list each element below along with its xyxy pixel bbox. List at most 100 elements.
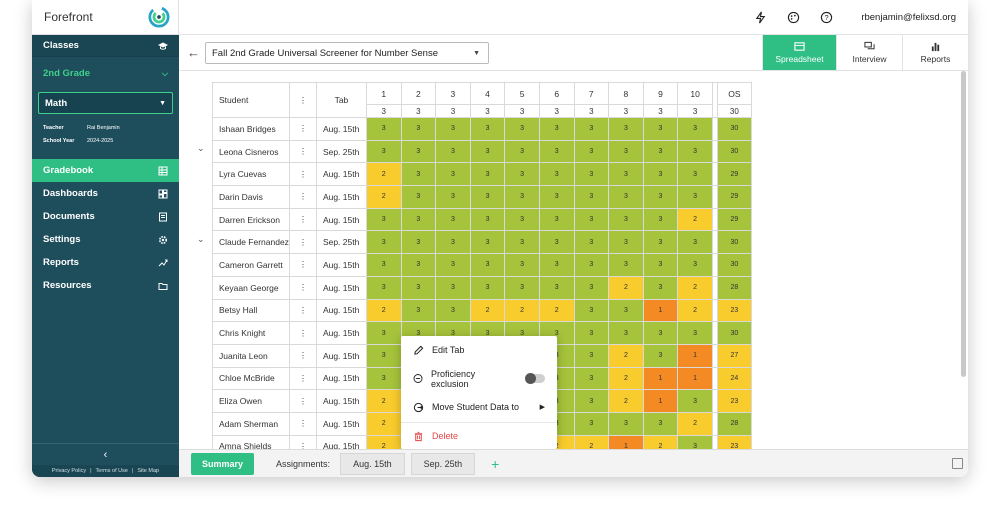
student-name[interactable]: Cameron Garrett <box>212 253 290 277</box>
score-cell[interactable]: 2 <box>365 411 402 436</box>
assessment-select[interactable]: Fall 2nd Grade Universal Screener for Nu… <box>205 42 489 64</box>
sidebar-item-reports[interactable]: Reports <box>32 251 179 274</box>
score-cell[interactable]: 3 <box>469 230 506 255</box>
score-cell[interactable]: 3 <box>608 253 644 277</box>
row-menu-icon[interactable]: ⋮ <box>288 434 317 449</box>
row-menu-icon[interactable]: ⋮ <box>288 230 317 255</box>
student-name[interactable]: Eliza Owen <box>212 389 290 413</box>
chevron-down-icon[interactable]: ⌄ <box>197 142 205 153</box>
sidebar-item-settings[interactable]: Settings <box>32 228 179 251</box>
score-cell[interactable]: 3 <box>677 117 713 141</box>
student-name[interactable]: Claude Fernandez <box>212 230 290 255</box>
score-cell[interactable]: 3 <box>677 162 713 187</box>
score-cell[interactable]: 2 <box>365 185 402 209</box>
tab-spreadsheet[interactable]: Spreadsheet <box>762 35 836 70</box>
row-menu-icon[interactable]: ⋮ <box>288 275 317 300</box>
score-cell[interactable]: 2 <box>608 275 644 300</box>
score-cell[interactable]: 3 <box>469 139 506 164</box>
student-name[interactable]: Chris Knight <box>212 321 290 345</box>
row-menu-icon[interactable]: ⋮ <box>288 321 317 345</box>
score-cell[interactable]: 3 <box>573 207 610 232</box>
summary-button[interactable]: Summary <box>191 452 255 475</box>
score-cell[interactable]: 2 <box>538 298 575 323</box>
privacy-policy-link[interactable]: Privacy Policy <box>51 468 87 474</box>
student-name[interactable]: Adam Sherman <box>212 411 290 436</box>
row-menu-icon[interactable]: ⋮ <box>288 185 317 209</box>
site-map-link[interactable]: Site Map <box>137 468 160 474</box>
score-cell[interactable]: 3 <box>677 434 713 449</box>
score-cell[interactable]: 3 <box>400 253 437 277</box>
score-cell[interactable]: 3 <box>435 207 471 232</box>
score-cell[interactable]: 3 <box>365 207 402 232</box>
score-cell[interactable]: 2 <box>608 343 644 368</box>
score-cell[interactable]: 3 <box>608 321 644 345</box>
score-cell[interactable]: 3 <box>469 207 506 232</box>
score-cell[interactable]: 3 <box>642 253 679 277</box>
score-cell[interactable]: 3 <box>608 207 644 232</box>
score-cell[interactable]: 3 <box>365 343 402 368</box>
score-cell[interactable]: 3 <box>642 185 679 209</box>
score-cell[interactable]: 3 <box>642 343 679 368</box>
proficiency-exclusion-toggle[interactable] <box>524 373 545 385</box>
score-cell[interactable]: 3 <box>504 207 540 232</box>
score-cell[interactable]: 3 <box>677 185 713 209</box>
row-menu-icon[interactable]: ⋮ <box>288 366 317 391</box>
score-cell[interactable]: 3 <box>677 389 713 413</box>
score-cell[interactable]: 3 <box>677 230 713 255</box>
score-cell[interactable]: 3 <box>435 139 471 164</box>
help-icon[interactable]: ? <box>820 11 833 24</box>
score-cell[interactable]: 2 <box>365 162 402 187</box>
score-cell[interactable]: 2 <box>365 389 402 413</box>
score-cell[interactable]: 3 <box>400 298 437 323</box>
score-cell[interactable]: 3 <box>573 366 610 391</box>
score-cell[interactable]: 2 <box>677 275 713 300</box>
score-cell[interactable]: 3 <box>435 253 471 277</box>
score-cell[interactable]: 3 <box>469 162 506 187</box>
score-cell[interactable]: 3 <box>573 411 610 436</box>
student-name[interactable]: Betsy Hall <box>212 298 290 323</box>
score-cell[interactable]: 3 <box>573 230 610 255</box>
score-cell[interactable]: 2 <box>608 389 644 413</box>
student-name[interactable]: Leona Cisneros <box>212 139 290 164</box>
score-cell[interactable]: 3 <box>677 139 713 164</box>
score-cell[interactable]: 3 <box>400 117 437 141</box>
row-menu-icon[interactable]: ⋮ <box>288 162 317 187</box>
score-cell[interactable]: 3 <box>642 275 679 300</box>
subject-select[interactable]: Math ▼ <box>38 92 173 114</box>
item-header[interactable]: 9 <box>642 81 679 106</box>
item-header[interactable]: 2 <box>400 81 437 106</box>
score-cell[interactable]: 1 <box>642 389 679 413</box>
sidebar-collapse-button[interactable]: ‹ <box>32 443 179 465</box>
student-name[interactable]: Lyra Cuevas <box>212 162 290 187</box>
classes-menu[interactable]: Classes <box>32 35 179 57</box>
score-cell[interactable]: 3 <box>504 275 540 300</box>
item-header[interactable]: 6 <box>538 81 575 106</box>
score-cell[interactable]: 3 <box>538 185 575 209</box>
score-cell[interactable]: 3 <box>538 253 575 277</box>
score-cell[interactable]: 3 <box>504 185 540 209</box>
student-name[interactable]: Darin Davis <box>212 185 290 209</box>
row-menu-icon[interactable]: ⋮ <box>288 411 317 436</box>
score-cell[interactable]: 3 <box>573 185 610 209</box>
student-name[interactable]: Keyaan George <box>212 275 290 300</box>
sidebar-item-resources[interactable]: Resources <box>32 274 179 297</box>
row-menu-icon[interactable]: ⋮ <box>288 253 317 277</box>
score-cell[interactable]: 3 <box>573 162 610 187</box>
score-cell[interactable]: 3 <box>573 253 610 277</box>
score-cell[interactable]: 3 <box>504 253 540 277</box>
score-cell[interactable]: 1 <box>677 366 713 391</box>
score-cell[interactable]: 3 <box>573 275 610 300</box>
score-cell[interactable]: 3 <box>435 162 471 187</box>
score-cell[interactable]: 3 <box>608 185 644 209</box>
item-header[interactable]: 10 <box>677 81 713 106</box>
score-cell[interactable]: 2 <box>642 434 679 449</box>
back-arrow-icon[interactable]: ← <box>187 45 200 60</box>
student-name[interactable]: Amna Shields <box>212 434 290 449</box>
proficiency-exclusion-menu-item[interactable]: Proficiency exclusion <box>401 365 557 394</box>
score-cell[interactable]: 3 <box>435 298 471 323</box>
score-cell[interactable]: 3 <box>642 162 679 187</box>
score-cell[interactable]: 1 <box>642 298 679 323</box>
student-name[interactable]: Ishaan Bridges <box>212 117 290 141</box>
item-header[interactable]: 3 <box>435 81 471 106</box>
score-cell[interactable]: 3 <box>573 117 610 141</box>
